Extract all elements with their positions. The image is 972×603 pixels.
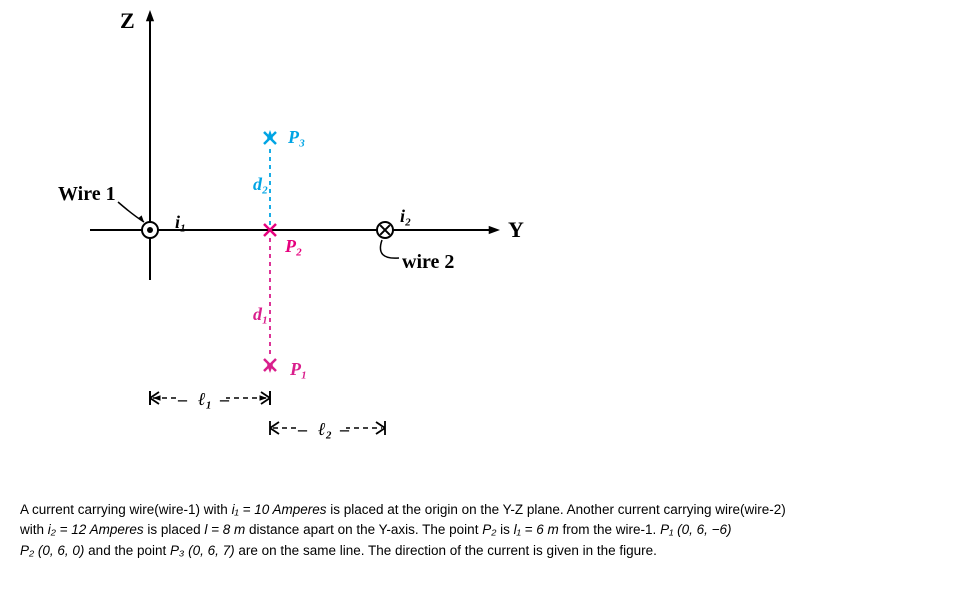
svg-text:–: – — [297, 419, 308, 439]
svg-text:i₂: i₂ — [400, 206, 411, 226]
p3-coord: P₃ (0, 6, 7) — [170, 543, 235, 558]
svg-text:P₂: P₂ — [284, 236, 302, 256]
svg-text:ℓ₂: ℓ₂ — [318, 419, 332, 439]
svg-text:d₂: d₂ — [253, 174, 268, 194]
text: A current carrying wire(wire-1) with — [20, 502, 232, 517]
p2-coord: P₂ (0, 6, 0) — [20, 543, 84, 558]
p2-name: P₂ — [482, 522, 496, 537]
text: from the wire-1. — [559, 522, 660, 537]
svg-text:wire 2: wire 2 — [402, 251, 454, 273]
svg-text:Wire 1: Wire 1 — [58, 183, 116, 205]
text: distance apart on the Y-axis. The point — [245, 522, 482, 537]
svg-text:–: – — [177, 389, 188, 409]
svg-text:–: – — [219, 389, 230, 409]
svg-text:Y: Y — [508, 217, 524, 242]
text: is placed at the origin on the Y-Z plane… — [327, 502, 786, 517]
text: is — [496, 522, 513, 537]
svg-text:ℓ₁: ℓ₁ — [198, 389, 212, 409]
svg-text:i₁: i₁ — [175, 212, 186, 232]
svg-text:P₁: P₁ — [289, 359, 307, 379]
svg-text:P₃: P₃ — [287, 127, 305, 147]
text: are on the same line. The direction of t… — [235, 543, 657, 558]
text: with — [20, 522, 48, 537]
problem-statement: A current carrying wire(wire-1) with i₁ … — [20, 500, 952, 561]
i1-value: i₁ = 10 Amperes — [232, 502, 327, 517]
i2-value: i₂ = 12 Amperes — [48, 522, 144, 537]
text: and the point — [84, 543, 170, 558]
svg-text:–: – — [339, 419, 350, 439]
svg-text:Z: Z — [120, 8, 135, 33]
p1-coord: P₁ (0, 6, −6) — [660, 522, 731, 537]
l-value: l = 8 m — [204, 522, 245, 537]
l1-value: l₁ = 6 m — [514, 522, 559, 537]
text: is placed — [144, 522, 205, 537]
diagram-canvas: { "diagram": { "canvas": { "w": 972, "h"… — [0, 0, 972, 603]
svg-text:d₁: d₁ — [253, 304, 268, 324]
